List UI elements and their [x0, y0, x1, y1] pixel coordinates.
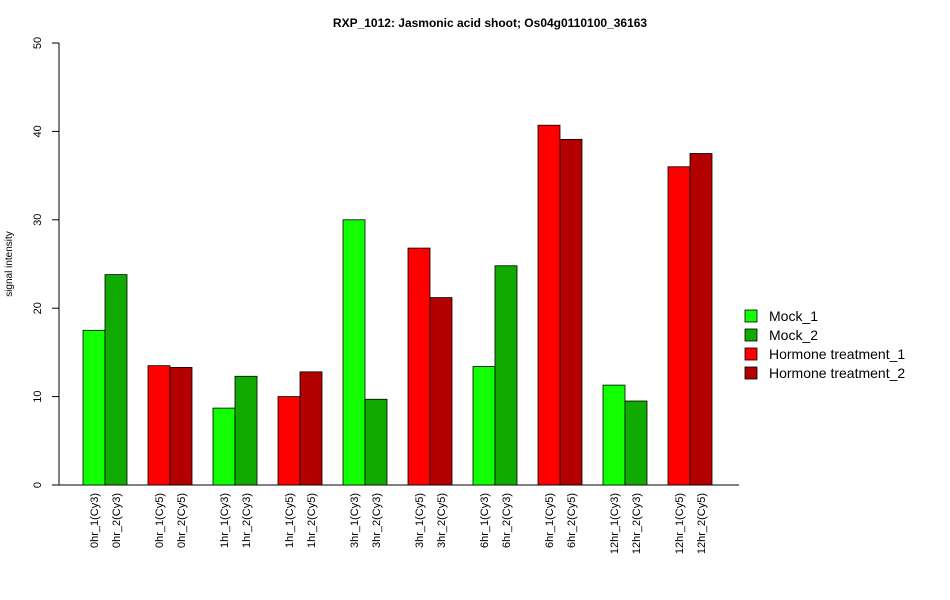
bar	[667, 166, 691, 486]
legend-label: Mock_1	[769, 308, 818, 324]
x-tick-label: 0hr_2(Cy3)	[111, 493, 123, 548]
bar	[494, 265, 518, 486]
chart-title: RXP_1012: Jasmonic acid shoot; Os04g0110…	[333, 16, 648, 30]
bar	[147, 365, 171, 486]
bar	[429, 297, 453, 486]
legend-swatch	[744, 328, 758, 342]
bar	[342, 219, 366, 486]
bar	[602, 384, 626, 486]
bar	[472, 366, 496, 486]
x-tick-label: 12hr_2(Cy3)	[631, 493, 643, 554]
x-tick-label: 6hr_2(Cy3)	[501, 493, 513, 548]
legend: Mock_1 Mock_2 Hormone treatment_1 Hormone t…	[744, 308, 905, 381]
legend-swatch	[744, 309, 758, 323]
x-tick-label: 0hr_1(Cy3)	[89, 493, 101, 548]
bar	[559, 138, 583, 486]
x-tick-label: 6hr_2(Cy5)	[566, 493, 578, 548]
y-tick-label: 40	[32, 125, 44, 137]
x-tick-label: 1hr_1(Cy5)	[284, 493, 296, 548]
y-tick-label: 50	[32, 37, 44, 49]
x-tick-label: 0hr_2(Cy5)	[176, 493, 188, 548]
x-tick-label: 1hr_1(Cy3)	[219, 493, 231, 548]
bar	[407, 247, 431, 486]
x-tick-label: 3hr_1(Cy5)	[414, 493, 426, 548]
x-tick-label: 12hr_1(Cy5)	[674, 493, 686, 554]
legend-swatch	[744, 366, 758, 380]
bars-group	[82, 124, 713, 486]
legend-label: Mock_2	[769, 327, 818, 343]
bar	[624, 400, 648, 486]
bar	[299, 371, 323, 486]
x-tick-label: 3hr_2(Cy3)	[371, 493, 383, 548]
x-tick-label: 1hr_2(Cy3)	[241, 493, 253, 548]
legend-label: Hormone treatment_2	[769, 365, 905, 381]
x-tick-label: 1hr_2(Cy5)	[306, 493, 318, 548]
y-tick-label: 0	[32, 482, 44, 488]
x-tick-label: 0hr_1(Cy5)	[154, 493, 166, 548]
y-axis-label: signal intensity	[4, 231, 15, 297]
x-tick-label: 3hr_1(Cy3)	[349, 493, 361, 548]
y-axis: 0 10 20 30 40 50	[32, 37, 60, 488]
bar	[104, 274, 128, 486]
bar	[277, 396, 301, 486]
bar	[689, 153, 713, 486]
bar	[537, 124, 561, 486]
x-tick-label: 6hr_1(Cy3)	[479, 493, 491, 548]
y-tick-label: 20	[32, 302, 44, 314]
bar	[212, 407, 236, 486]
x-tick-label: 6hr_1(Cy5)	[544, 493, 556, 548]
y-tick-label: 30	[32, 214, 44, 226]
bar	[234, 375, 258, 486]
x-tick-label: 12hr_2(Cy5)	[696, 493, 708, 554]
bar	[82, 329, 106, 486]
legend-swatch	[744, 347, 758, 361]
bar	[364, 398, 388, 486]
legend-label: Hormone treatment_1	[769, 346, 905, 362]
x-tick-label: 3hr_2(Cy5)	[436, 493, 448, 548]
y-tick-label: 10	[32, 390, 44, 402]
x-tick-label: 12hr_1(Cy3)	[609, 493, 621, 554]
x-tick-labels: 0hr_1(Cy3) 0hr_2(Cy3) 0hr_1(Cy5) 0hr_2(Cy5)…	[89, 493, 708, 554]
bar	[169, 367, 193, 486]
